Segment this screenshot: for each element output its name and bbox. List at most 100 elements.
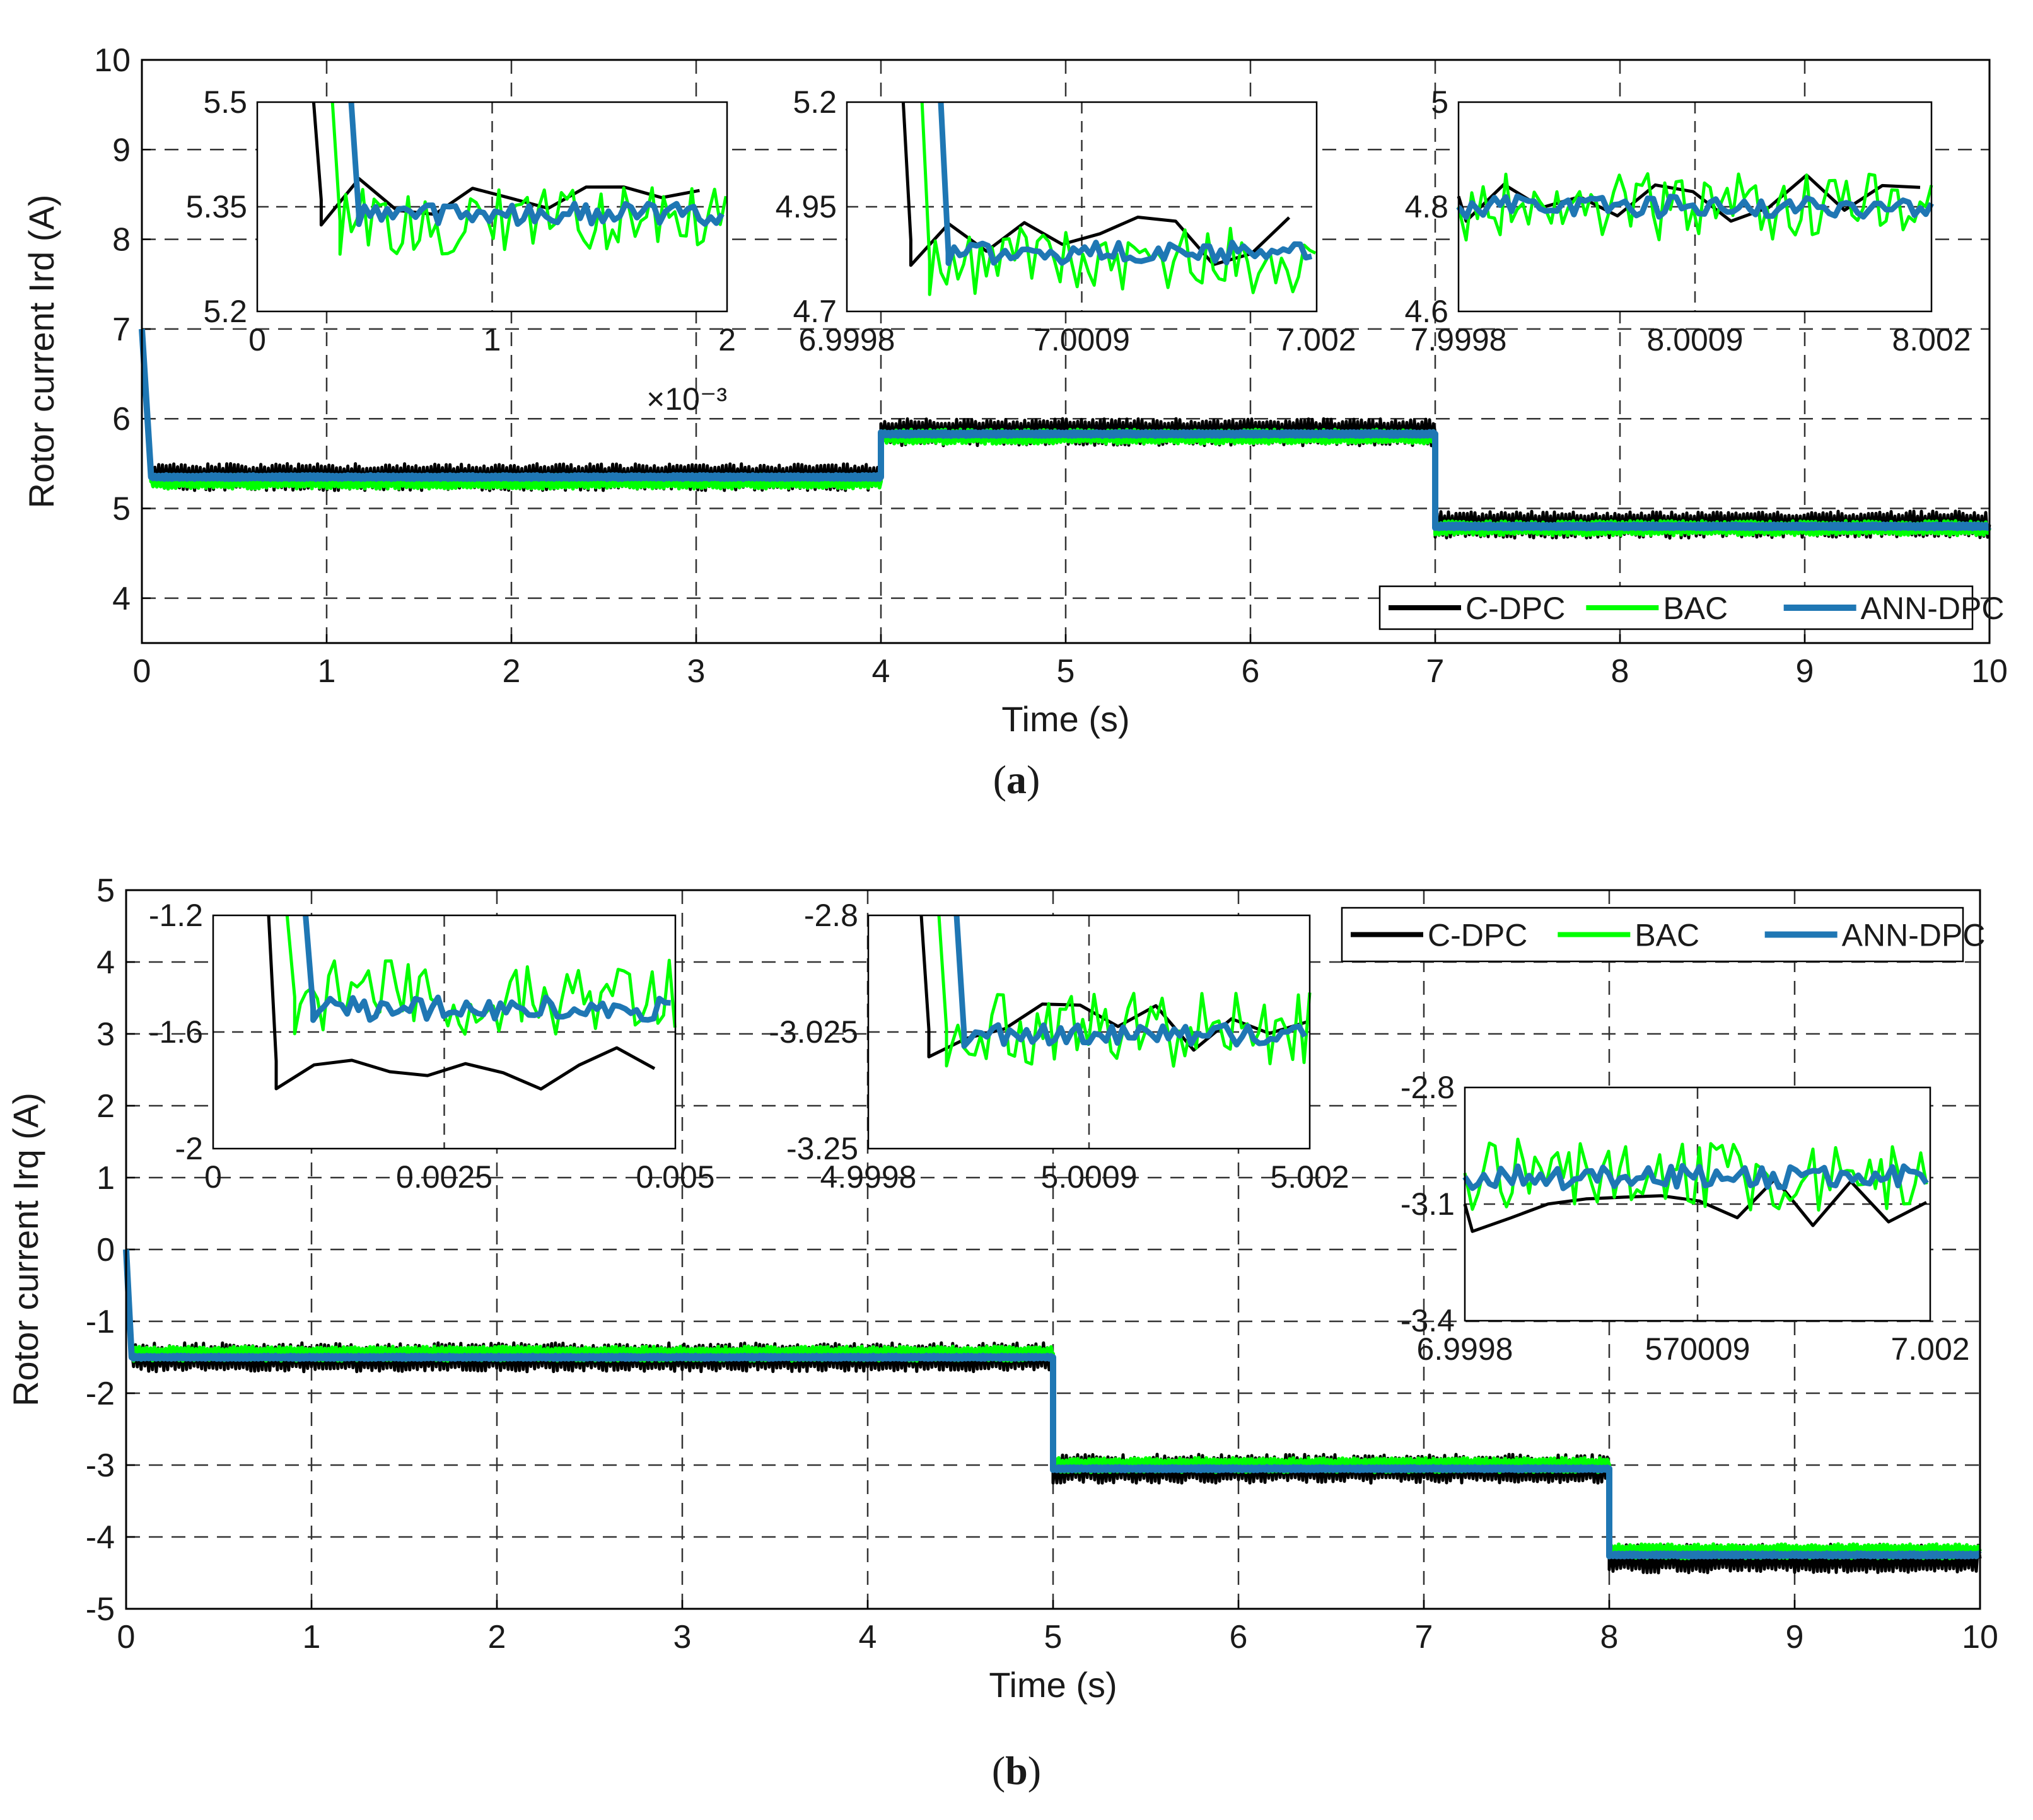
legend-label-ann-dpc: ANN-DPC <box>1842 918 1986 953</box>
legend-label-bac: BAC <box>1634 918 1699 953</box>
x-tick-label: 7 <box>1426 653 1445 690</box>
inset-series-bac <box>285 915 677 1036</box>
legend: C-DPC BAC ANN-DPC <box>1378 585 2005 630</box>
x-tick-label: 4 <box>872 653 890 690</box>
inset-y-tick-label: -2.8 <box>804 898 858 933</box>
inset-y-tick-label: 4.6 <box>1404 294 1448 329</box>
legend-label-ann-dpc: ANN-DPC <box>1861 591 2005 626</box>
y-tick-label: 2 <box>96 1088 115 1125</box>
inset-x-tick-label: 0.0025 <box>396 1159 492 1195</box>
y-tick-label: 4 <box>96 944 115 981</box>
inset-series-ann-dpc <box>953 915 1307 1049</box>
inset-y-tick-label: -1.2 <box>149 898 203 933</box>
panel-b: 0 1 2 3 4 5 6 7 8 9 10 -5 -4 -3 -2 -1 0 1 2 3 4 5 Time (s) Roto… <box>6 872 1998 1793</box>
legend-label-cdpc: C-DPC <box>1428 918 1527 953</box>
inset-x-tick-label: 0 <box>204 1159 222 1195</box>
inset-x-tick-label: 570009 <box>1645 1331 1750 1367</box>
inset-frame <box>846 101 1318 313</box>
inset-frame <box>867 914 1311 1150</box>
x-axis-label: Time (s) <box>989 1665 1117 1705</box>
y-axis-label: Rotor current Irq (A) <box>6 1093 45 1406</box>
x-tick-label: 0 <box>117 1619 136 1655</box>
panel-caption: (b) <box>992 1748 1041 1793</box>
x-tick-label: 8 <box>1600 1619 1619 1655</box>
inset-y-tick-label: 5 <box>1431 84 1448 120</box>
x-tick-label: 6 <box>1242 653 1260 690</box>
inset-series-ann-dpc <box>1462 1162 1929 1191</box>
y-tick-label: 6 <box>112 401 131 438</box>
inset-x-tick-label: 8.0009 <box>1647 322 1744 357</box>
inset-y-tick-label: 5.5 <box>203 84 247 120</box>
inset-x-tick-label: 7.002 <box>1890 1331 1969 1367</box>
x-tick-label: 2 <box>503 653 521 690</box>
y-tick-label: 4 <box>112 581 131 617</box>
inset-series-cdpc <box>1463 1177 1928 1233</box>
inset-series-ann-dpc <box>938 101 1313 266</box>
inset-y-tick-label: -2.8 <box>1401 1070 1455 1105</box>
y-axis-label: Rotor current Ird (A) <box>21 195 61 509</box>
inset-x-tick-label: 7.0009 <box>1034 322 1130 357</box>
y-tick-label: -1 <box>86 1304 115 1340</box>
x-tick-label: 2 <box>488 1619 506 1655</box>
x-tick-label: 8 <box>1611 653 1629 690</box>
panel-caption: (a) <box>993 757 1040 802</box>
x-tick-label: 10 <box>1971 653 2008 690</box>
inset-y-tick-label: 5.35 <box>186 189 247 224</box>
x-tick-label: 10 <box>1962 1619 1998 1655</box>
inset-frame <box>1457 101 1933 313</box>
y-tick-label: 3 <box>96 1016 115 1053</box>
x-tick-label: 9 <box>1786 1619 1804 1655</box>
y-tick-label: 5 <box>112 491 131 528</box>
inset-exponent-label: ×10⁻³ <box>646 381 727 417</box>
inset-y-tick-label: -2 <box>175 1131 203 1166</box>
legend-box <box>1341 907 1964 963</box>
x-tick-label: 5 <box>1057 653 1075 690</box>
inset-x-tick-label: 1 <box>484 322 501 357</box>
x-tick-label: 3 <box>687 653 706 690</box>
x-tick-label: 6 <box>1230 1619 1248 1655</box>
inset-b-2: 4.9998 5.0009 5.002 -3.25 -3.025 -2.8 <box>769 898 1349 1195</box>
inset-x-tick-label: 5.002 <box>1270 1159 1349 1195</box>
x-tick-label: 1 <box>303 1619 321 1655</box>
inset-y-tick-label: 5.2 <box>203 294 247 329</box>
inset-series-cdpc <box>267 915 656 1091</box>
y-tick-label: -2 <box>86 1376 115 1412</box>
x-tick-label: 1 <box>318 653 336 690</box>
inset-y-tick-label: -3.4 <box>1401 1303 1455 1338</box>
x-tick-label: 0 <box>133 653 151 690</box>
y-tick-label: 1 <box>96 1160 115 1197</box>
y-tick-label: 8 <box>112 222 131 258</box>
inset-series-bac <box>330 101 728 256</box>
y-tick-label: -4 <box>86 1519 115 1556</box>
inset-x-tick-label: 4.9998 <box>820 1159 917 1195</box>
legend-label-cdpc: C-DPC <box>1465 591 1565 626</box>
legend-box <box>1378 585 1974 630</box>
series-line-ann-dpc <box>139 328 1992 531</box>
x-tick-label: 5 <box>1044 1619 1063 1655</box>
caption-letter: b <box>1005 1748 1028 1793</box>
series-line-cdpc <box>124 1249 1982 1575</box>
inset-x-tick-label: 6.9998 <box>1417 1331 1513 1367</box>
inset-y-tick-label: 4.7 <box>793 294 837 329</box>
inset-frame <box>212 914 677 1150</box>
x-axis-label: Time (s) <box>1001 699 1129 739</box>
y-tick-label: 5 <box>96 872 115 909</box>
inset-frame <box>1464 1086 1931 1322</box>
inset-y-tick-label: -3.25 <box>786 1131 858 1166</box>
series-line-bac <box>140 328 1991 538</box>
x-tick-label: 9 <box>1796 653 1814 690</box>
inset-x-tick-label: 6.9998 <box>799 322 895 357</box>
legend-label-bac: BAC <box>1663 591 1728 626</box>
inset-series-bac <box>1457 172 1933 242</box>
inset-a-1: 0 1 2 5.2 5.35 5.5 ×10⁻³ <box>186 84 736 417</box>
inset-x-tick-label: 7.002 <box>1277 322 1356 357</box>
inset-x-tick-label: 0 <box>248 322 266 357</box>
inset-x-tick-label: 5.0009 <box>1041 1159 1138 1195</box>
inset-series-ann-dpc <box>348 101 725 228</box>
y-tick-label: -5 <box>86 1591 115 1628</box>
inset-y-tick-label: -3.025 <box>769 1014 858 1050</box>
x-tick-label: 3 <box>673 1619 692 1655</box>
inset-y-tick-label: -3.1 <box>1401 1186 1455 1222</box>
inset-x-tick-label: 8.002 <box>1892 322 1971 357</box>
